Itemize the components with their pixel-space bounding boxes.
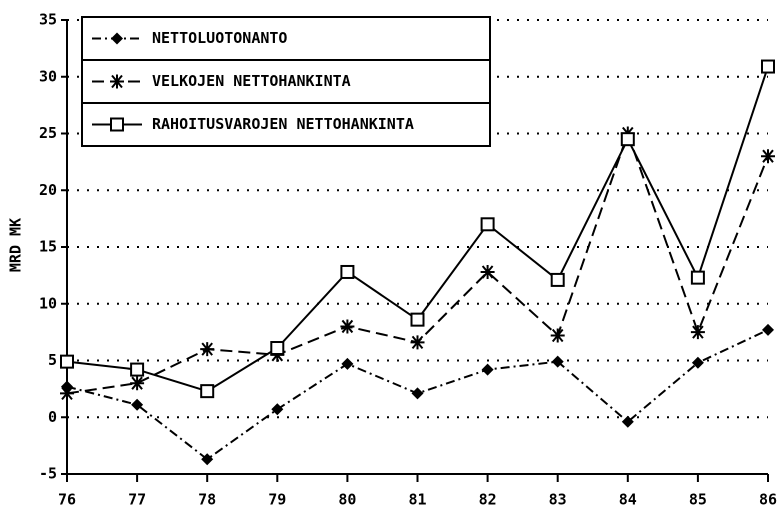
marker (761, 59, 775, 74)
y-axis-label: MRD MK (7, 218, 25, 272)
y-tick-label: 15 (39, 238, 57, 256)
marker (130, 362, 145, 377)
marker (550, 272, 565, 287)
x-tick-label: 84 (619, 491, 637, 509)
series-line (66, 130, 769, 395)
y-tick-label: 0 (48, 408, 57, 426)
legend-label: NETTOLUOTONANTO (152, 29, 287, 47)
marker (340, 319, 355, 334)
y-tick-label: 35 (39, 11, 57, 29)
x-tick-label: 77 (128, 491, 146, 509)
marker (410, 335, 425, 350)
marker (201, 453, 214, 466)
marker (762, 323, 774, 336)
y-tick-label: 5 (48, 351, 57, 369)
x-tick-label: 82 (479, 491, 497, 509)
marker (410, 312, 425, 327)
marker (270, 341, 285, 356)
marker (620, 132, 635, 147)
marker (271, 403, 284, 416)
marker (480, 217, 495, 232)
marker (110, 117, 124, 132)
x-tick-label: 80 (338, 491, 356, 509)
marker (200, 384, 215, 399)
legend-marker (110, 117, 124, 132)
marker (60, 354, 74, 369)
x-tick-label: 79 (268, 491, 286, 509)
marker (411, 387, 424, 400)
marker (691, 356, 704, 369)
marker (481, 363, 494, 376)
marker (60, 386, 74, 401)
marker (621, 415, 634, 428)
marker (110, 74, 124, 89)
legend-marker (110, 74, 124, 89)
legend-label: RAHOITUSVAROJEN NETTOHANKINTA (152, 115, 414, 133)
marker (550, 328, 565, 343)
marker (131, 398, 144, 411)
legend-box (81, 102, 491, 147)
y-tick-label: 20 (39, 181, 57, 199)
marker (690, 270, 705, 285)
marker (551, 355, 564, 368)
y-tick-label: 10 (39, 294, 57, 312)
legend-box (81, 59, 491, 104)
marker (761, 149, 775, 164)
marker (111, 32, 123, 45)
marker (480, 264, 495, 279)
x-tick-label: 86 (759, 491, 777, 509)
x-tick-label: 85 (689, 491, 707, 509)
x-tick-label: 78 (198, 491, 216, 509)
y-tick-label: 25 (39, 124, 57, 142)
y-tick-label: -5 (39, 465, 57, 483)
x-tick-label: 81 (408, 491, 426, 509)
marker (341, 357, 354, 370)
y-tick-label: 30 (39, 67, 57, 85)
marker (130, 376, 145, 391)
marker (200, 342, 215, 357)
x-tick-label: 83 (549, 491, 567, 509)
legend-label: VELKOJEN NETTOHANKINTA (152, 72, 351, 90)
x-tick-label: 76 (58, 491, 76, 509)
marker (340, 264, 355, 279)
legend-marker (111, 32, 123, 45)
marker (690, 325, 705, 340)
